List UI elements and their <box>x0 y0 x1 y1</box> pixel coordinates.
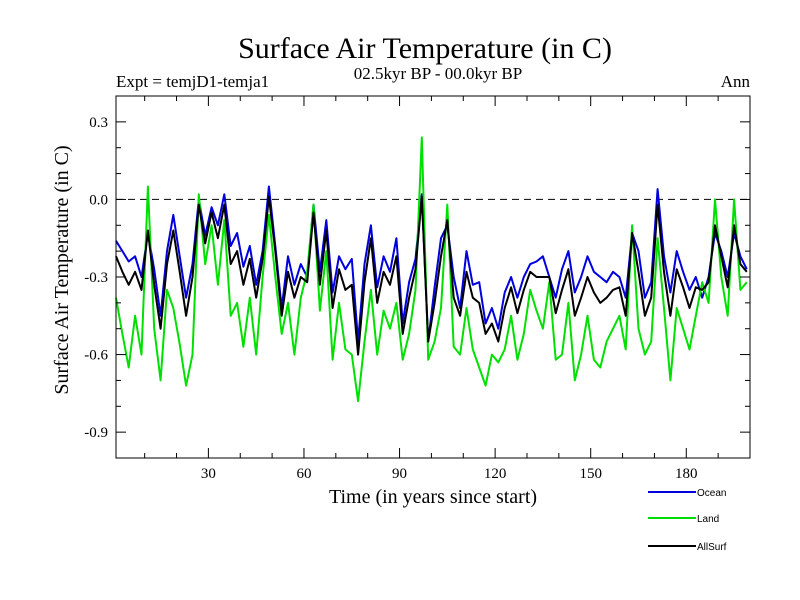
legend-label-ocean: Ocean <box>697 488 726 499</box>
series-line-allsurf <box>115 195 748 356</box>
plot-area: 30 60 90 120 150 180 0.3 0.0 -0.3 -0.6 -0.9 <box>84 95 751 482</box>
x-axis-label: Time (in years since start) <box>329 486 537 508</box>
legend-label-allsurf: AllSurf <box>697 542 727 553</box>
y-tick-label: 0.3 <box>89 115 108 131</box>
y-tick-label: 0.0 <box>89 192 108 208</box>
x-tick-label: 180 <box>675 466 698 482</box>
x-tick-label: 30 <box>201 466 216 482</box>
chart-title: Surface Air Temperature (in C) <box>238 32 612 65</box>
x-tick-label: 150 <box>579 466 602 482</box>
chart-experiment-label: Expt = temjD1-temja1 <box>116 72 269 91</box>
x-tick-label: 120 <box>484 466 507 482</box>
y-tick-label: -0.3 <box>84 270 108 286</box>
y-tick-label: -0.6 <box>84 348 108 364</box>
chart-season-label: Ann <box>721 72 751 91</box>
series-line-ocean <box>115 185 748 343</box>
x-tick-label: 90 <box>392 466 407 482</box>
chart-legend: Ocean Land AllSurf <box>648 488 727 553</box>
legend-label-land: Land <box>697 514 719 525</box>
chart-period-label: 02.5kyr BP - 00.0kyr BP <box>354 64 522 83</box>
series-line-land <box>115 136 748 403</box>
y-tick-label: -0.9 <box>84 425 108 441</box>
y-axis-label: Surface Air Temperature (in C) <box>51 145 73 394</box>
x-tick-label: 60 <box>296 466 311 482</box>
